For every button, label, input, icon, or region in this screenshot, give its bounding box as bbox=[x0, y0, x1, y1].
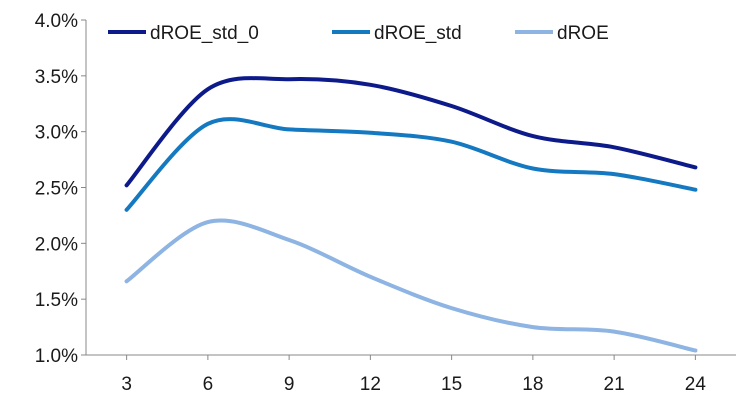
series-line-droe-std-0 bbox=[124, 76, 698, 188]
y-tick-label: 2.0% bbox=[35, 234, 78, 255]
x-tick-label: 3 bbox=[121, 374, 132, 395]
axes bbox=[81, 19, 736, 360]
y-tick-label: 1.5% bbox=[35, 290, 78, 311]
x-tick-label: 15 bbox=[441, 374, 462, 395]
y-tick-label: 4.0% bbox=[35, 11, 78, 32]
x-tick-label: 24 bbox=[685, 374, 707, 395]
series-line-droe bbox=[124, 218, 698, 353]
x-tick-label: 18 bbox=[522, 374, 543, 395]
y-tick-label: 3.5% bbox=[35, 67, 78, 88]
legend-label: dROE_std bbox=[374, 23, 462, 44]
y-tick-label: 2.5% bbox=[35, 179, 78, 200]
series-lines bbox=[124, 76, 698, 353]
x-tick-label: 12 bbox=[360, 374, 381, 395]
legend: dROE_std_0 dROE_std dROE bbox=[108, 23, 609, 44]
y-tick-label: 1.0% bbox=[35, 346, 78, 367]
legend-label: dROE_std_0 bbox=[150, 23, 259, 44]
legend-label: dROE bbox=[557, 23, 609, 44]
x-tick-label: 21 bbox=[604, 374, 625, 395]
y-tick-label: 3.0% bbox=[35, 123, 78, 144]
x-tick-label: 9 bbox=[284, 374, 295, 395]
x-axis-tick-labels: 3 6 9 12 15 18 21 24 bbox=[121, 374, 706, 395]
y-axis-tick-labels: 1.0% 1.5% 2.0% 2.5% 3.0% 3.5% 4.0% bbox=[35, 11, 78, 367]
series-line-droe-std bbox=[124, 117, 698, 212]
x-tick-label: 6 bbox=[203, 374, 214, 395]
